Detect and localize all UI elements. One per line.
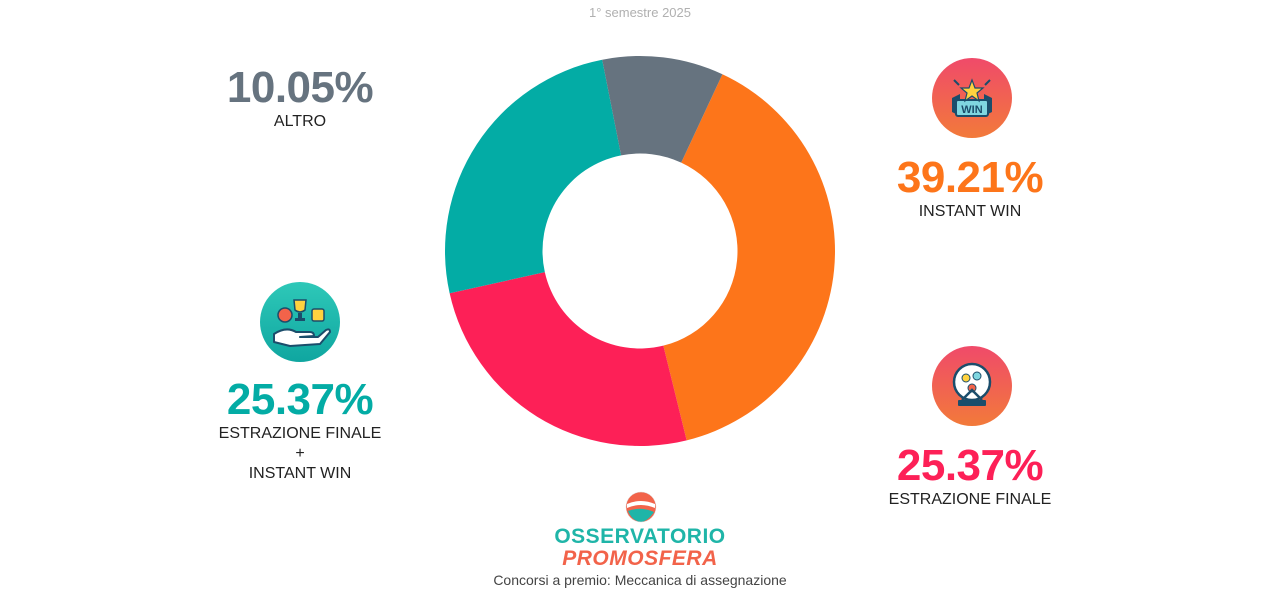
slice-estrazione-finale [449,272,687,446]
brand-line2: PROMOSFERA [562,547,718,571]
brand-logo: OSSERVATORIO PROMOSFERA [540,525,740,571]
pct-estrazione-finale: 25.37% [896,441,1044,490]
pct-instant-win: 39.21% [896,153,1044,202]
label-instant-win: 39.21% INSTANT WIN [860,156,1080,222]
cat-estrazione-instant-line3: INSTANT WIN [248,465,352,482]
slice-estrazione-instant [445,59,622,294]
pct-altro: 10.05% [226,63,374,112]
label-estrazione-instant: 25.37% ESTRAZIONE FINALE + INSTANT WIN [190,378,410,484]
slice-instant-win [663,74,835,441]
brand-line1: OSSERVATORIO [554,525,726,548]
chart-caption: Concorsi a premio: Meccanica di assegnaz… [493,572,787,588]
hand-prize-icon [260,282,340,362]
cat-estrazione-instant-line1: ESTRAZIONE FINALE [218,425,382,442]
cat-estrazione-finale: ESTRAZIONE FINALE [888,491,1052,508]
label-altro: 10.05% ALTRO [190,66,410,132]
svg-text:WIN: WIN [961,104,982,116]
lottery-drum-icon [932,346,1012,426]
globe-logo-icon [624,490,658,524]
pct-estrazione-instant: 25.37% [226,375,374,424]
chart-subtitle: 1° semestre 2025 [588,5,692,20]
win-ticket-icon: WIN [932,58,1012,138]
slice-altro [602,56,723,163]
label-estrazione-finale: 25.37% ESTRAZIONE FINALE [860,444,1080,510]
cat-instant-win: INSTANT WIN [918,203,1022,220]
cat-altro: ALTRO [273,113,327,130]
cat-estrazione-instant-line2: + [295,445,305,462]
